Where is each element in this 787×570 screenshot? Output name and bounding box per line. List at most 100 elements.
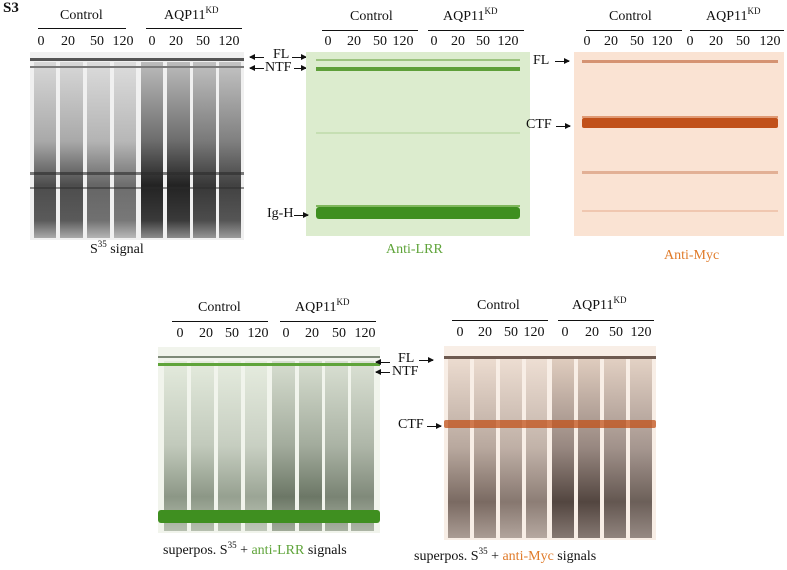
- panel-superpos-lrr: Control AQP11KD 0 20 50 120 0 20 50 120: [150, 295, 410, 570]
- arrow-ctf: [427, 423, 442, 429]
- timepoint-label: 0: [176, 326, 184, 341]
- timepoint-label: 20: [169, 34, 183, 49]
- arrow-ntf-left: [375, 369, 390, 375]
- timepoint-label: 0: [37, 34, 45, 49]
- timepoint-label: 120: [523, 325, 545, 340]
- timepoint-label: 20: [478, 325, 492, 340]
- timepoint-label: 20: [604, 34, 618, 49]
- group-line-kd: [428, 30, 524, 31]
- blot-anti-myc-image: [574, 52, 784, 236]
- timepoint-label: 0: [583, 34, 591, 49]
- timepoint-label: 50: [90, 34, 104, 49]
- band-label-ctf: CTF: [526, 117, 552, 132]
- timepoint-label: 20: [347, 34, 361, 49]
- group-line-kd: [690, 30, 784, 31]
- blot-superpos-lrr: [158, 347, 380, 533]
- timepoint-label: 120: [497, 34, 519, 49]
- blot-anti-lrr-image: [306, 52, 530, 236]
- group-line-control: [586, 30, 682, 31]
- group-label-control: Control: [477, 298, 520, 313]
- band-label-ctf: CTF: [398, 417, 424, 432]
- timepoint-label: 0: [456, 325, 464, 340]
- group-label-control: Control: [60, 8, 103, 23]
- timepoint-label: 50: [225, 326, 239, 341]
- arrow-fl-right: [419, 357, 434, 363]
- timepoint-label: 120: [392, 34, 414, 49]
- arrow-ntf-left: [249, 65, 264, 71]
- timepoint-label: 0: [148, 34, 156, 49]
- arrow-ntf-right: [294, 65, 307, 71]
- group-line-kd: [558, 320, 654, 321]
- timepoint-label: 50: [630, 34, 644, 49]
- band-label-ntf: NTF: [265, 60, 292, 75]
- timepoint-label: 120: [247, 326, 269, 341]
- timepoint-label: 0: [561, 325, 569, 340]
- group-label-kd: AQP11KD: [164, 5, 219, 24]
- timepoint-label: 0: [324, 34, 332, 49]
- timepoint-label: 120: [354, 326, 376, 341]
- panel-anti-lrr: Control AQP11KD 0 20 50 120 0 20 50 120 …: [267, 0, 540, 270]
- timepoint-label: 50: [373, 34, 387, 49]
- timepoint-label: 20: [199, 326, 213, 341]
- group-label-control: Control: [350, 9, 393, 24]
- blot-s35-image: [30, 58, 244, 238]
- blot-superpos-lrr-image: [158, 356, 380, 531]
- figure-label: S3: [3, 0, 19, 16]
- timepoint-label: 50: [609, 325, 623, 340]
- panel-superpos-myc: Control AQP11KD 0 20 50 120 0 20 50 120: [414, 290, 670, 570]
- blot-anti-myc: [574, 52, 784, 236]
- timepoint-label: 120: [630, 325, 652, 340]
- timepoint-label: 50: [196, 34, 210, 49]
- blot-superpos-myc: [444, 346, 656, 540]
- timepoint-label: 0: [282, 326, 290, 341]
- band-label-igh: Ig-H: [267, 206, 294, 221]
- caption-anti-lrr: Anti-LRR: [386, 242, 443, 257]
- band-label-ntf: NTF: [392, 364, 419, 379]
- timepoint-label: 120: [218, 34, 240, 49]
- band-label-fl: FL: [533, 53, 550, 68]
- caption-s35: S35 signal: [90, 239, 144, 258]
- timepoint-label: 50: [332, 326, 346, 341]
- group-line-control: [172, 321, 268, 322]
- group-label-kd: AQP11KD: [443, 6, 498, 25]
- band-label-fl: FL: [398, 351, 415, 366]
- band-label-fl: FL: [273, 47, 290, 62]
- arrow-igh: [294, 212, 309, 218]
- timepoint-label: 120: [759, 34, 781, 49]
- group-line-control: [452, 320, 548, 321]
- timepoint-label: 20: [305, 326, 319, 341]
- timepoint-label: 120: [651, 34, 673, 49]
- caption-superpos-myc: superpos. S35 + anti-Myc signals: [414, 546, 597, 565]
- group-label-kd: AQP11KD: [295, 297, 350, 316]
- group-label-control: Control: [609, 9, 652, 24]
- timepoint-label: 50: [736, 34, 750, 49]
- arrow-fl-myc: [555, 58, 570, 64]
- panel-s35: Control AQP11KD 0 20 50 120 0 20 50 120: [0, 0, 260, 260]
- caption-superpos-lrr: superpos. S35 + anti-LRR signals: [163, 540, 347, 559]
- arrow-fl-right: [292, 54, 307, 60]
- timepoint-label: 20: [585, 325, 599, 340]
- blot-superpos-myc-image: [444, 356, 656, 538]
- blot-anti-lrr: [306, 52, 530, 236]
- group-line-kd: [280, 321, 376, 322]
- group-line-kd: [146, 28, 242, 29]
- group-line-control: [322, 30, 418, 31]
- timepoint-label: 20: [451, 34, 465, 49]
- caption-anti-myc: Anti-Myc: [664, 248, 720, 263]
- timepoint-label: 0: [430, 34, 438, 49]
- timepoint-label: 50: [476, 34, 490, 49]
- timepoint-label: 0: [686, 34, 694, 49]
- arrow-fl-left: [375, 359, 390, 365]
- timepoint-label: 120: [112, 34, 134, 49]
- group-label-control: Control: [198, 300, 241, 315]
- group-line-control: [38, 28, 126, 29]
- timepoint-label: 20: [61, 34, 75, 49]
- timepoint-label: 50: [504, 325, 518, 340]
- timepoint-label: 20: [709, 34, 723, 49]
- group-label-kd: AQP11KD: [706, 6, 761, 25]
- arrow-ctf-myc: [556, 123, 571, 129]
- panel-anti-myc: Control AQP11KD 0 20 50 120 0 20 50 120 …: [560, 0, 787, 270]
- blot-s35: [30, 52, 244, 240]
- group-label-kd: AQP11KD: [572, 295, 627, 314]
- arrow-fl-left: [249, 54, 264, 60]
